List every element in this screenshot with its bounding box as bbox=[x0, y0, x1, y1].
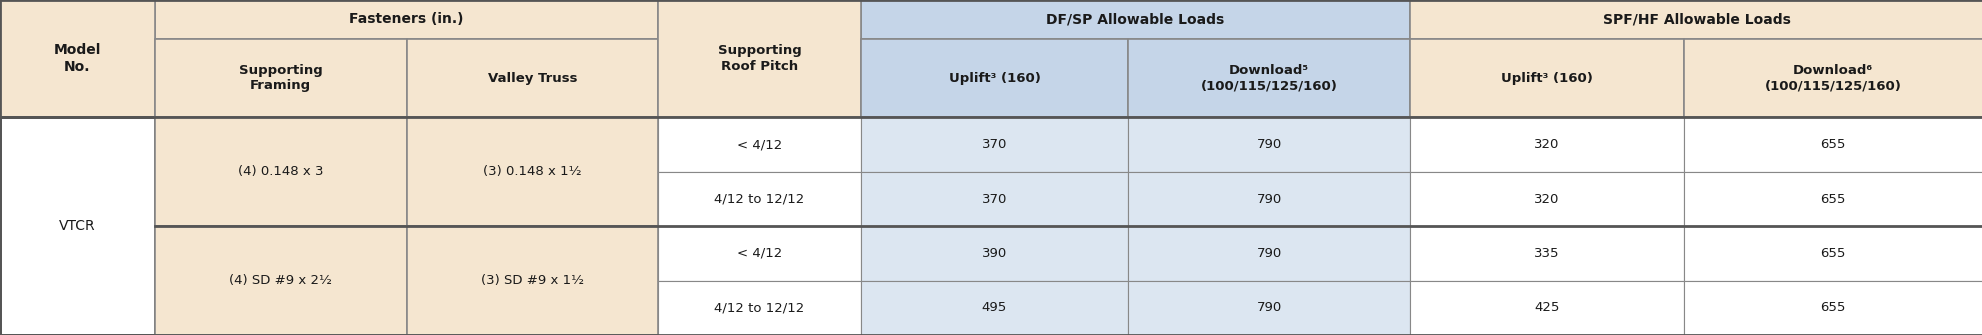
Text: (3) SD #9 x 1½: (3) SD #9 x 1½ bbox=[482, 274, 583, 287]
Text: SPF/HF Allowable Loads: SPF/HF Allowable Loads bbox=[1601, 12, 1790, 26]
Text: 495: 495 bbox=[981, 301, 1007, 314]
Bar bbox=[658, 118, 860, 172]
Text: (3) 0.148 x 1½: (3) 0.148 x 1½ bbox=[484, 165, 581, 178]
Text: Fasteners (in.): Fasteners (in.) bbox=[349, 12, 464, 26]
Bar bbox=[155, 39, 406, 118]
Text: Supporting
Roof Pitch: Supporting Roof Pitch bbox=[717, 45, 801, 73]
Bar bbox=[1409, 172, 1683, 226]
Text: 320: 320 bbox=[1534, 193, 1558, 206]
Bar bbox=[1128, 118, 1409, 172]
Text: 425: 425 bbox=[1534, 301, 1558, 314]
Bar bbox=[0, 118, 155, 335]
Text: 655: 655 bbox=[1819, 193, 1845, 206]
Bar bbox=[1409, 281, 1683, 335]
Text: 335: 335 bbox=[1534, 247, 1558, 260]
Text: 4/12 to 12/12: 4/12 to 12/12 bbox=[714, 301, 805, 314]
Text: 370: 370 bbox=[981, 193, 1007, 206]
Bar bbox=[860, 226, 1128, 281]
Bar bbox=[406, 226, 658, 335]
Bar bbox=[1683, 172, 1982, 226]
Text: Download⁵
(100/115/125/160): Download⁵ (100/115/125/160) bbox=[1199, 64, 1338, 92]
Bar bbox=[1683, 226, 1982, 281]
Text: DF/SP Allowable Loads: DF/SP Allowable Loads bbox=[1046, 12, 1223, 26]
Text: (4) 0.148 x 3: (4) 0.148 x 3 bbox=[238, 165, 323, 178]
Bar bbox=[658, 172, 860, 226]
Text: 790: 790 bbox=[1257, 247, 1280, 260]
Text: Valley Truss: Valley Truss bbox=[488, 72, 577, 84]
Bar bbox=[1409, 118, 1683, 172]
Text: 320: 320 bbox=[1534, 138, 1558, 151]
Text: Model
No.: Model No. bbox=[54, 43, 101, 74]
Text: 4/12 to 12/12: 4/12 to 12/12 bbox=[714, 193, 805, 206]
Bar bbox=[0, 0, 155, 118]
Bar bbox=[860, 118, 1128, 172]
Bar bbox=[155, 118, 406, 226]
Bar bbox=[1128, 281, 1409, 335]
Bar bbox=[860, 39, 1128, 118]
Text: Supporting
Framing: Supporting Framing bbox=[238, 64, 323, 92]
Text: 790: 790 bbox=[1257, 138, 1280, 151]
Bar bbox=[1683, 281, 1982, 335]
Bar bbox=[860, 0, 1409, 39]
Bar bbox=[1683, 39, 1982, 118]
Bar bbox=[658, 0, 860, 118]
Text: (4) SD #9 x 2½: (4) SD #9 x 2½ bbox=[230, 274, 331, 287]
Text: VTCR: VTCR bbox=[59, 219, 95, 233]
Text: Uplift³ (160): Uplift³ (160) bbox=[947, 72, 1041, 84]
Bar bbox=[406, 118, 658, 226]
Bar bbox=[1409, 0, 1982, 39]
Bar bbox=[155, 226, 406, 335]
Text: 790: 790 bbox=[1257, 301, 1280, 314]
Bar bbox=[1128, 226, 1409, 281]
Text: Download⁶
(100/115/125/160): Download⁶ (100/115/125/160) bbox=[1764, 64, 1901, 92]
Bar bbox=[406, 39, 658, 118]
Bar bbox=[658, 226, 860, 281]
Bar bbox=[1128, 39, 1409, 118]
Text: 655: 655 bbox=[1819, 138, 1845, 151]
Bar bbox=[860, 281, 1128, 335]
Text: < 4/12: < 4/12 bbox=[737, 247, 781, 260]
Bar bbox=[1128, 172, 1409, 226]
Text: 655: 655 bbox=[1819, 247, 1845, 260]
Text: < 4/12: < 4/12 bbox=[737, 138, 781, 151]
Bar bbox=[1409, 226, 1683, 281]
Bar bbox=[155, 0, 658, 39]
Bar bbox=[1683, 118, 1982, 172]
Text: 370: 370 bbox=[981, 138, 1007, 151]
Text: Uplift³ (160): Uplift³ (160) bbox=[1500, 72, 1592, 84]
Text: 790: 790 bbox=[1257, 193, 1280, 206]
Bar bbox=[658, 281, 860, 335]
Text: 390: 390 bbox=[981, 247, 1007, 260]
Text: 655: 655 bbox=[1819, 301, 1845, 314]
Bar bbox=[1409, 39, 1683, 118]
Bar bbox=[860, 172, 1128, 226]
